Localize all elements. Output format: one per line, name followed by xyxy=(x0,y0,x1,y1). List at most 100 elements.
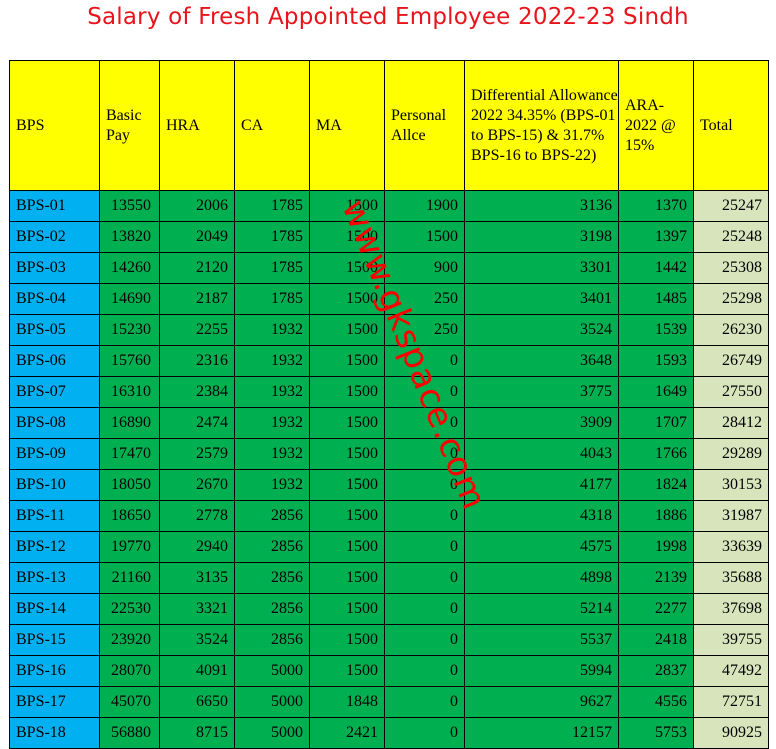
cell-hra: 2778 xyxy=(159,500,235,532)
cell-ma: 2421 xyxy=(309,717,385,749)
cell-total: 25308 xyxy=(693,252,769,284)
salary-table: BPS Basic Pay HRA CA MA Personal Allce D… xyxy=(9,60,769,749)
cell-differential-allowance: 5994 xyxy=(464,655,619,687)
table-row: BPS-10 18050 2670 1932 1500 0 4177 1824 30153 xyxy=(9,469,769,501)
cell-hra: 3321 xyxy=(159,593,235,625)
table-row: BPS-17 45070 6650 5000 1848 0 9627 4556 72751 xyxy=(9,686,769,718)
cell-ca: 1932 xyxy=(234,469,310,501)
cell-total: 28412 xyxy=(693,407,769,439)
table-row: BPS-15 23920 3524 2856 1500 0 5537 2418 39755 xyxy=(9,624,769,656)
cell-basic-pay: 13820 xyxy=(99,221,160,253)
table-row: BPS-07 16310 2384 1932 1500 0 3775 1649 27550 xyxy=(9,376,769,408)
cell-personal-allce: 0 xyxy=(384,562,465,594)
cell-hra: 2255 xyxy=(159,314,235,346)
cell-ara: 1649 xyxy=(618,376,694,408)
cell-bps: BPS-01 xyxy=(9,190,100,222)
cell-differential-allowance: 3301 xyxy=(464,252,619,284)
cell-total: 31987 xyxy=(693,500,769,532)
cell-ara: 1766 xyxy=(618,438,694,470)
cell-personal-allce: 0 xyxy=(384,407,465,439)
header-hra: HRA xyxy=(159,60,235,191)
cell-ma: 1500 xyxy=(309,314,385,346)
cell-differential-allowance: 3136 xyxy=(464,190,619,222)
cell-basic-pay: 16310 xyxy=(99,376,160,408)
cell-ca: 1932 xyxy=(234,407,310,439)
cell-hra: 2316 xyxy=(159,345,235,377)
cell-differential-allowance: 4575 xyxy=(464,531,619,563)
cell-ara: 1485 xyxy=(618,283,694,315)
cell-ca: 1785 xyxy=(234,190,310,222)
cell-basic-pay: 14260 xyxy=(99,252,160,284)
cell-personal-allce: 0 xyxy=(384,345,465,377)
cell-ara: 1824 xyxy=(618,469,694,501)
cell-personal-allce: 0 xyxy=(384,438,465,470)
cell-personal-allce: 0 xyxy=(384,593,465,625)
cell-bps: BPS-09 xyxy=(9,438,100,470)
cell-total: 37698 xyxy=(693,593,769,625)
cell-ca: 1932 xyxy=(234,376,310,408)
cell-ara: 4556 xyxy=(618,686,694,718)
cell-total: 33639 xyxy=(693,531,769,563)
cell-hra: 2579 xyxy=(159,438,235,470)
cell-hra: 2670 xyxy=(159,469,235,501)
cell-ara: 2837 xyxy=(618,655,694,687)
cell-ara: 1539 xyxy=(618,314,694,346)
header-total: Total xyxy=(693,60,769,191)
cell-total: 25248 xyxy=(693,221,769,253)
cell-total: 39755 xyxy=(693,624,769,656)
page-title: Salary of Fresh Appointed Employee 2022-… xyxy=(87,4,689,30)
cell-ara: 1998 xyxy=(618,531,694,563)
table-row: BPS-01 13550 2006 1785 1500 1900 3136 1370 25247 xyxy=(9,190,769,222)
cell-ca: 5000 xyxy=(234,686,310,718)
cell-bps: BPS-07 xyxy=(9,376,100,408)
cell-personal-allce: 250 xyxy=(384,283,465,315)
cell-ma: 1500 xyxy=(309,252,385,284)
cell-personal-allce: 0 xyxy=(384,531,465,563)
table-row: BPS-11 18650 2778 2856 1500 0 4318 1886 31987 xyxy=(9,500,769,532)
cell-basic-pay: 18650 xyxy=(99,500,160,532)
cell-bps: BPS-18 xyxy=(9,717,100,749)
table-row: BPS-16 28070 4091 5000 1500 0 5994 2837 47492 xyxy=(9,655,769,687)
cell-total: 25247 xyxy=(693,190,769,222)
cell-ara: 1707 xyxy=(618,407,694,439)
cell-hra: 6650 xyxy=(159,686,235,718)
table-row: BPS-06 15760 2316 1932 1500 0 3648 1593 26749 xyxy=(9,345,769,377)
table-row: BPS-09 17470 2579 1932 1500 0 4043 1766 29289 xyxy=(9,438,769,470)
cell-hra: 2384 xyxy=(159,376,235,408)
table-row: BPS-02 13820 2049 1785 1500 1500 3198 1397 25248 xyxy=(9,221,769,253)
cell-ca: 5000 xyxy=(234,655,310,687)
cell-differential-allowance: 3524 xyxy=(464,314,619,346)
header-personal-allce: Personal Allce xyxy=(384,60,465,191)
header-ara: ARA-2022 @ 15% xyxy=(618,60,694,191)
cell-personal-allce: 0 xyxy=(384,500,465,532)
cell-basic-pay: 56880 xyxy=(99,717,160,749)
cell-differential-allowance: 4043 xyxy=(464,438,619,470)
cell-ara: 1370 xyxy=(618,190,694,222)
cell-ma: 1500 xyxy=(309,407,385,439)
cell-bps: BPS-08 xyxy=(9,407,100,439)
cell-personal-allce: 1500 xyxy=(384,221,465,253)
cell-bps: BPS-06 xyxy=(9,345,100,377)
cell-hra: 3524 xyxy=(159,624,235,656)
table-row: BPS-13 21160 3135 2856 1500 0 4898 2139 35688 xyxy=(9,562,769,594)
cell-ma: 1500 xyxy=(309,376,385,408)
cell-bps: BPS-03 xyxy=(9,252,100,284)
cell-total: 35688 xyxy=(693,562,769,594)
cell-total: 30153 xyxy=(693,469,769,501)
cell-differential-allowance: 3775 xyxy=(464,376,619,408)
cell-ca: 1932 xyxy=(234,314,310,346)
cell-hra: 2187 xyxy=(159,283,235,315)
cell-differential-allowance: 9627 xyxy=(464,686,619,718)
cell-basic-pay: 15230 xyxy=(99,314,160,346)
cell-bps: BPS-14 xyxy=(9,593,100,625)
cell-basic-pay: 17470 xyxy=(99,438,160,470)
cell-differential-allowance: 3401 xyxy=(464,283,619,315)
cell-ca: 1932 xyxy=(234,345,310,377)
cell-ara: 5753 xyxy=(618,717,694,749)
cell-ma: 1500 xyxy=(309,593,385,625)
cell-basic-pay: 45070 xyxy=(99,686,160,718)
header-basic-pay: Basic Pay xyxy=(99,60,160,191)
cell-total: 47492 xyxy=(693,655,769,687)
table-row: BPS-18 56880 8715 5000 2421 0 12157 5753 90925 xyxy=(9,717,769,749)
cell-bps: BPS-15 xyxy=(9,624,100,656)
